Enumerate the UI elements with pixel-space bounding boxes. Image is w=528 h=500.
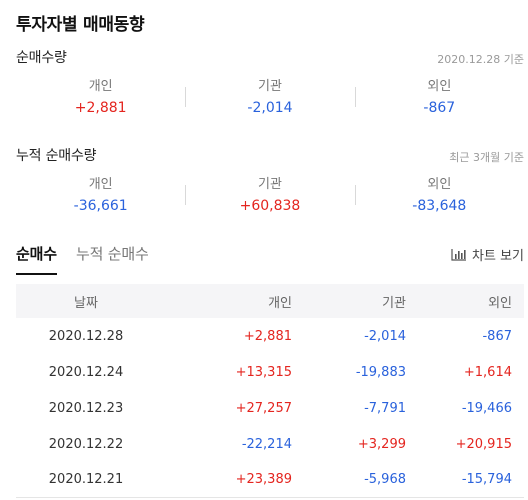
cumulative-stat-foreign: 외인 -83,648: [354, 177, 524, 221]
stat-value: +60,838: [239, 198, 301, 214]
tab-cumulative-net-buy[interactable]: 누적 순매수: [76, 245, 149, 263]
row-individual: +13,315: [235, 364, 292, 380]
stat-value: +2,881: [74, 100, 127, 116]
net-stat-foreign: 외인 -867: [354, 79, 524, 123]
row-individual: +27,257: [235, 400, 292, 416]
row-foreign: -15,794: [461, 472, 512, 487]
cumulative-section-title: 누적 순매수량: [16, 148, 97, 164]
row-individual: -22,214: [241, 436, 292, 452]
trading-table: 날짜 개인 기관 외인 2020.12.28 +2,881 -2,014 -867 20…: [16, 284, 524, 498]
row-date: 2020.12.21: [48, 472, 124, 487]
net-stats: 개인 +2,881 기관 -2,014 외인 -867: [16, 79, 524, 123]
row-institution: -19,883: [355, 364, 406, 380]
row-date: 2020.12.23: [48, 400, 124, 416]
net-stat-individual: 개인 +2,881: [16, 79, 185, 123]
stat-label: 외인: [427, 79, 452, 94]
stat-value: -2,014: [247, 100, 293, 116]
stat-label: 외인: [427, 177, 452, 192]
table-row: 2020.12.21 +23,389 -5,968 -15,794: [16, 462, 524, 498]
stat-value: -83,648: [412, 198, 467, 214]
table-row: 2020.12.23 +27,257 -7,791 -19,466: [16, 390, 524, 426]
net-stat-institution: 기관 -2,014: [185, 79, 354, 123]
cumulative-stat-institution: 기관 +60,838: [185, 177, 354, 221]
table-row: 2020.12.24 +13,315 -19,883 +1,614: [16, 354, 524, 390]
chart-view-button[interactable]: 차트 보기: [451, 245, 524, 264]
row-institution: +3,299: [357, 436, 406, 452]
net-section-date: 2020.12.28 기준: [437, 53, 524, 66]
row-foreign: +20,915: [455, 436, 512, 452]
bar-chart-icon: [451, 248, 467, 261]
row-institution: -2,014: [364, 328, 406, 344]
stat-label: 개인: [88, 79, 113, 94]
row-foreign: -867: [482, 328, 512, 344]
stat-value: -867: [423, 100, 456, 116]
row-date: 2020.12.28: [48, 328, 124, 344]
header-foreign: 외인: [488, 295, 512, 311]
cumulative-stats: 개인 -36,661 기관 +60,838 외인 -83,648: [16, 177, 524, 221]
net-section-title: 순매수량: [16, 50, 67, 66]
header-institution: 기관: [382, 295, 406, 311]
tab-bar: 순매수 누적 순매수 차트 보기: [16, 240, 524, 275]
row-foreign: -19,466: [461, 400, 512, 416]
row-foreign: +1,614: [463, 364, 512, 380]
row-institution: -7,791: [364, 400, 406, 416]
table-header: 날짜 개인 기관 외인: [16, 284, 524, 318]
stat-value: -36,661: [73, 198, 128, 214]
row-individual: +2,881: [243, 328, 292, 344]
cumulative-stat-individual: 개인 -36,661: [16, 177, 185, 221]
header-individual: 개인: [268, 295, 292, 311]
row-date: 2020.12.22: [48, 436, 124, 452]
tab-net-buy[interactable]: 순매수: [16, 243, 57, 275]
cumulative-section-date: 최근 3개월 기준: [449, 151, 524, 164]
page-title: 투자자별 매매동향: [16, 15, 145, 35]
chart-view-label: 차트 보기: [472, 249, 524, 264]
row-individual: +23,389: [235, 472, 292, 487]
stat-label: 개인: [88, 177, 113, 192]
table-row: 2020.12.22 -22,214 +3,299 +20,915: [16, 426, 524, 462]
row-institution: -5,968: [364, 472, 406, 487]
header-date: 날짜: [74, 295, 98, 311]
row-date: 2020.12.24: [48, 364, 124, 380]
table-row: 2020.12.28 +2,881 -2,014 -867: [16, 318, 524, 354]
stat-label: 기관: [258, 79, 282, 94]
stat-label: 기관: [258, 177, 282, 192]
